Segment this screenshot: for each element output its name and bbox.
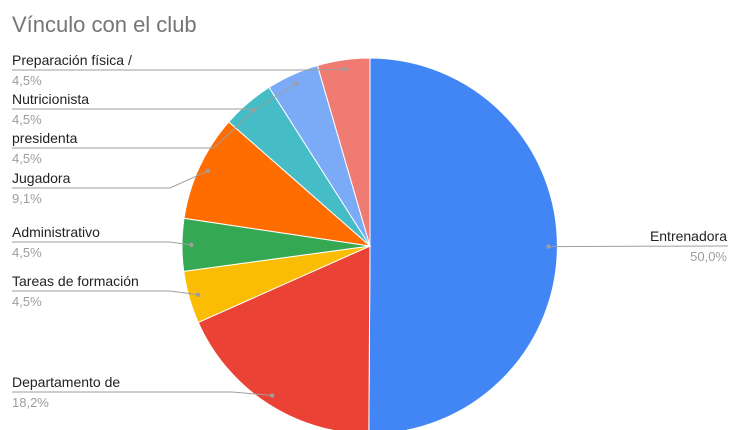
leader-line-6 — [12, 82, 297, 110]
slice-value-1: 18,2% — [12, 395, 49, 410]
leader-line-0 — [548, 245, 729, 248]
slice-label-3: Administrativo — [12, 224, 100, 240]
slice-value-2: 4,5% — [12, 294, 42, 309]
pie-slice-1 — [197, 245, 371, 430]
slice-value-6: 4,5% — [12, 112, 42, 127]
leader-line-2 — [12, 290, 199, 296]
slice-label-6: Nutricionista — [12, 91, 89, 107]
pie-slice-0 — [368, 57, 558, 430]
leader-line-7 — [12, 68, 345, 71]
slice-label-5: presidenta — [12, 130, 78, 146]
leader-line-4 — [12, 170, 209, 189]
slice-value-0: 50,0% — [690, 249, 727, 264]
chart-title: Vínculo con el club — [12, 12, 197, 37]
slice-value-4: 9,1% — [12, 191, 42, 206]
leader-line-1 — [12, 391, 273, 396]
leader-line-3 — [12, 241, 192, 246]
leader-line-5 — [12, 110, 255, 149]
pie-slice-4 — [183, 121, 372, 247]
slice-value-3: 4,5% — [12, 245, 42, 260]
slice-label-0: Entrenadora — [650, 228, 727, 244]
slice-label-1: Departamento de — [12, 374, 120, 390]
slice-label-2: Tareas de formación — [12, 273, 139, 289]
slice-label-4: Jugadora — [12, 170, 71, 186]
slice-value-5: 4,5% — [12, 151, 42, 166]
pie-slice-7 — [316, 57, 371, 247]
slice-value-7: 4,5% — [12, 73, 42, 88]
slice-label-7: Preparación física / — [12, 52, 132, 68]
